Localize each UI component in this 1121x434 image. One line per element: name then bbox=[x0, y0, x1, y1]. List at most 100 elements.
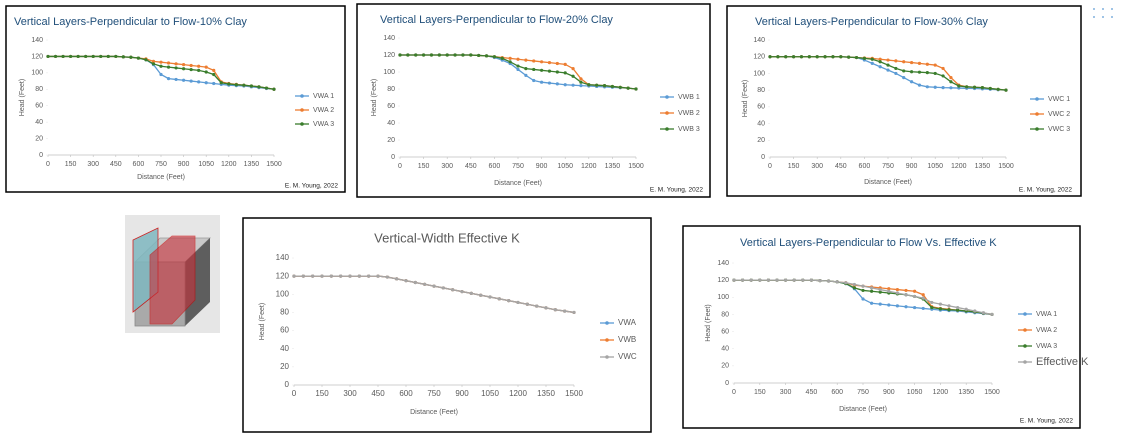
point bbox=[917, 83, 922, 87]
y-tick-label: 140 bbox=[276, 253, 290, 262]
x-tick-label: 1500 bbox=[628, 163, 644, 170]
y-tick-label: 80 bbox=[280, 308, 289, 317]
legend-swatch-marker bbox=[605, 355, 609, 359]
point bbox=[921, 296, 925, 300]
point bbox=[878, 287, 882, 292]
point bbox=[532, 67, 536, 72]
x-tick-label: 900 bbox=[178, 161, 190, 168]
point bbox=[516, 57, 520, 61]
chart: Vertical-Width Effective K 0 20 40 60 80 100 12… bbox=[259, 230, 637, 415]
chart-title: Vertical Layers-Perpendicular to Flow-20… bbox=[380, 14, 613, 26]
point bbox=[925, 85, 929, 89]
x-tick-label: 900 bbox=[883, 389, 895, 396]
legend-label: Effective K bbox=[1036, 356, 1089, 368]
x-tick-label: 1200 bbox=[221, 161, 237, 168]
x-tick-label: 750 bbox=[155, 161, 167, 168]
chart: Vertical Layers-Perpendicular to Flow-10… bbox=[14, 16, 338, 190]
point bbox=[809, 278, 814, 282]
point bbox=[166, 61, 171, 65]
point bbox=[144, 58, 148, 62]
point bbox=[878, 60, 882, 64]
point bbox=[398, 53, 402, 57]
point bbox=[579, 84, 583, 88]
point bbox=[99, 54, 103, 59]
point bbox=[957, 84, 961, 88]
point bbox=[784, 278, 788, 282]
point bbox=[106, 54, 110, 59]
cube-figure bbox=[125, 215, 220, 333]
point bbox=[988, 86, 992, 91]
x-tick-label: 1500 bbox=[266, 161, 282, 168]
point bbox=[451, 288, 455, 292]
point bbox=[406, 53, 410, 57]
x-tick-label: 900 bbox=[455, 389, 469, 398]
point bbox=[595, 83, 599, 87]
point bbox=[823, 55, 827, 59]
point bbox=[571, 67, 575, 71]
chart-title: Vertical-Width Effective K bbox=[374, 230, 520, 245]
point bbox=[835, 280, 839, 284]
point bbox=[500, 56, 504, 61]
x-tick-label: 0 bbox=[398, 163, 402, 170]
point bbox=[949, 76, 953, 80]
point bbox=[956, 305, 960, 310]
point bbox=[886, 68, 890, 72]
y-tick-label: 60 bbox=[35, 103, 43, 110]
menu-dots[interactable] bbox=[1093, 8, 1113, 18]
point bbox=[76, 54, 80, 59]
point bbox=[385, 275, 389, 279]
point bbox=[53, 54, 58, 59]
point bbox=[886, 63, 890, 67]
legend-swatch-marker bbox=[1023, 328, 1027, 332]
point bbox=[758, 278, 762, 282]
point bbox=[925, 70, 929, 75]
x-tick-label: 150 bbox=[315, 389, 329, 398]
x-tick-label: 450 bbox=[835, 163, 847, 170]
point bbox=[894, 71, 898, 76]
x-tick-label: 150 bbox=[754, 389, 766, 396]
point bbox=[524, 58, 528, 62]
point bbox=[980, 86, 985, 90]
legend-label: VWA 2 bbox=[313, 107, 334, 114]
point bbox=[46, 54, 50, 59]
y-tick-label: 40 bbox=[35, 119, 43, 126]
point bbox=[775, 278, 779, 282]
point bbox=[831, 55, 835, 59]
point bbox=[453, 53, 457, 57]
point bbox=[197, 68, 201, 72]
point bbox=[376, 274, 380, 278]
point bbox=[894, 66, 898, 71]
attribution: E. M. Young, 2022 bbox=[285, 183, 339, 190]
point bbox=[320, 274, 324, 278]
point bbox=[367, 274, 371, 278]
point bbox=[895, 291, 900, 295]
legend-label: VWC 2 bbox=[1048, 111, 1070, 118]
legend-label: VWC 1 bbox=[1048, 96, 1070, 103]
attribution: E. M. Young, 2022 bbox=[1020, 418, 1074, 425]
point bbox=[618, 85, 622, 89]
point bbox=[540, 60, 544, 64]
y-axis-title: Head (Feet) bbox=[19, 79, 26, 116]
x-tick-label: 450 bbox=[110, 161, 122, 168]
point bbox=[413, 280, 417, 285]
point bbox=[264, 86, 269, 90]
point bbox=[441, 286, 445, 290]
point bbox=[933, 85, 937, 89]
point bbox=[535, 304, 539, 308]
point bbox=[182, 63, 186, 67]
point bbox=[429, 53, 434, 57]
point bbox=[861, 297, 865, 301]
point bbox=[938, 307, 943, 311]
x-tick-label: 1500 bbox=[565, 389, 583, 398]
point bbox=[311, 274, 315, 278]
point bbox=[973, 309, 977, 313]
point bbox=[861, 284, 865, 288]
point bbox=[579, 80, 583, 84]
x-tick-label: 1350 bbox=[605, 163, 621, 170]
point bbox=[949, 80, 953, 84]
x-tick-label: 900 bbox=[536, 163, 548, 170]
x-tick-label: 300 bbox=[811, 163, 823, 170]
legend-label: VWB bbox=[618, 335, 636, 344]
y-tick-label: 100 bbox=[31, 70, 43, 77]
